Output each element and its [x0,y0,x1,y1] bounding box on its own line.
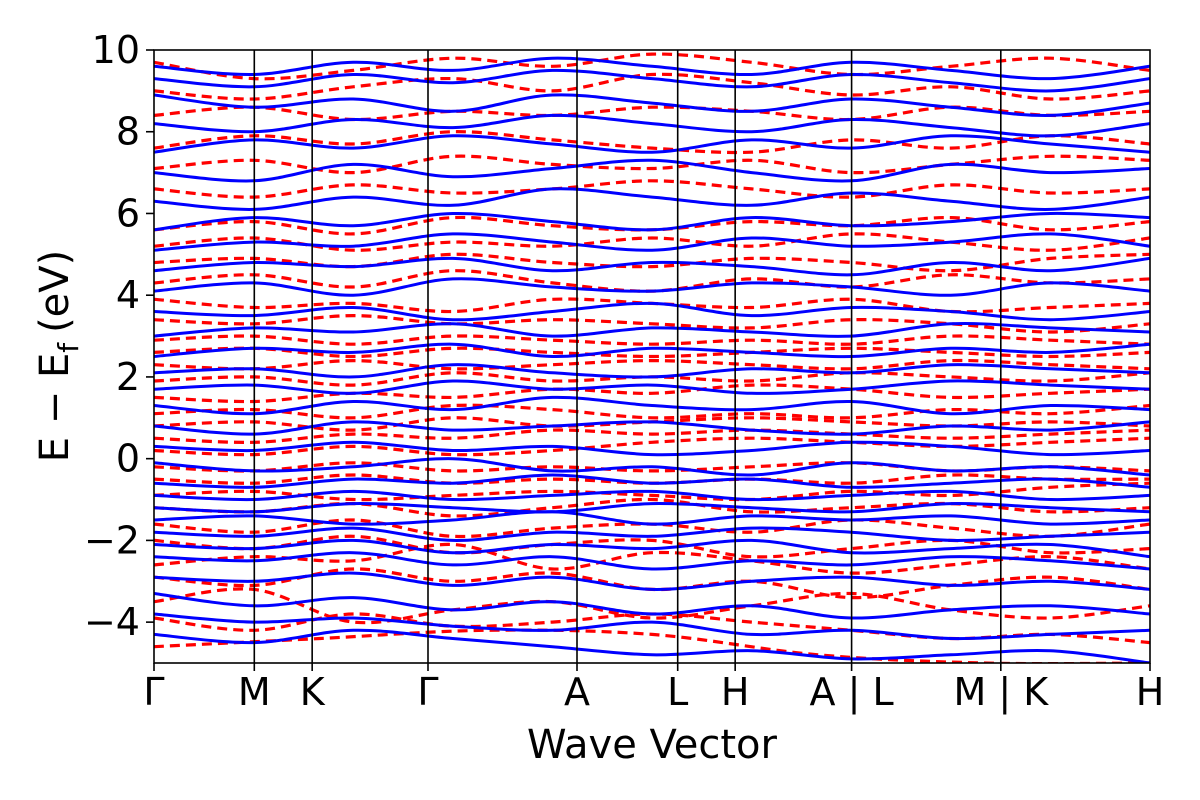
band-line-blue [154,256,1150,277]
x-tick-label: Γ [143,670,164,714]
band-line-red [154,383,1150,404]
x-tick-label: M | K [953,670,1049,715]
band-line-red [154,358,1150,371]
x-tick-label: L [667,670,688,714]
band-line-blue [154,232,1150,252]
band-line-red [154,534,1150,559]
y-axis-title-unit: (eV) [32,250,78,333]
band-line-red [154,232,1150,252]
band-line-blue [154,363,1150,379]
band-line-blue [154,158,1150,183]
band-line-blue [154,134,1150,154]
band-line-blue [154,526,1150,542]
band-line-blue [154,612,1150,641]
band-line-blue [154,113,1150,138]
high-symmetry-lines [253,50,1002,663]
band-line-red [154,334,1150,346]
band-line-blue [154,489,1150,502]
y-axis: −4 −2 0 2 4 6 8 10 [84,28,154,644]
y-tick-label: 2 [116,355,140,399]
band-line-red [154,481,1150,502]
spin-up-bands [154,56,1150,663]
band-line-blue [154,571,1150,591]
y-tick-label: −2 [84,518,140,562]
band-line-blue [154,551,1150,571]
band-line-red [154,542,1150,575]
x-axis-title: Wave Vector [527,722,778,768]
x-tick-label: A | L [810,670,894,715]
band-line-red [154,313,1150,334]
band-line-red [154,587,1150,625]
band-line-blue [154,56,1150,81]
band-line-blue [154,379,1150,395]
band-line-blue [154,510,1150,526]
x-tick-label: Γ [417,670,438,714]
band-line-red [154,179,1150,199]
y-axis-title: E − Ef (eV) [32,250,85,463]
x-tick-label: A [564,670,590,714]
band-line-blue [154,473,1150,489]
band-line-blue [154,93,1150,117]
band-line-blue [154,440,1150,457]
band-line-blue [154,301,1150,322]
band-line-red [154,52,1150,81]
y-tick-label: 6 [116,191,140,235]
band-line-red [154,628,1150,663]
band-line-blue [154,420,1150,436]
y-tick-label: 8 [116,110,140,154]
plot-frame [153,49,1151,664]
band-line-red [154,252,1150,273]
band-line-red [154,130,1150,155]
band-line-red [154,346,1150,359]
x-tick-label: H [1136,670,1165,714]
band-line-blue [154,187,1150,211]
y-axis-title-main: E − E [32,353,78,463]
band-line-blue [154,502,1150,514]
band-line-blue [154,211,1150,232]
y-tick-label: 0 [116,437,140,481]
y-axis-title-subscript: f [52,342,85,353]
band-line-red [154,428,1150,444]
band-line-red [154,436,1150,457]
y-tick-label: 4 [116,273,140,317]
band-line-blue [154,592,1150,620]
band-line-blue [154,277,1150,297]
band-line-red [154,497,1150,518]
band-line-blue [154,68,1150,93]
band-line-blue [154,395,1150,416]
band-line-blue [154,628,1150,663]
band-line-blue [154,538,1150,559]
band-line-blue [154,342,1150,359]
x-tick-label: K [300,670,326,714]
x-tick-label: M [238,670,271,714]
band-line-red [154,72,1150,101]
band-line-red [154,105,1150,122]
x-tick-label: H [721,670,750,714]
y-tick-label: −4 [84,600,140,644]
band-line-blue [154,457,1150,477]
y-tick-label: 10 [92,28,140,72]
band-line-blue [154,322,1150,338]
